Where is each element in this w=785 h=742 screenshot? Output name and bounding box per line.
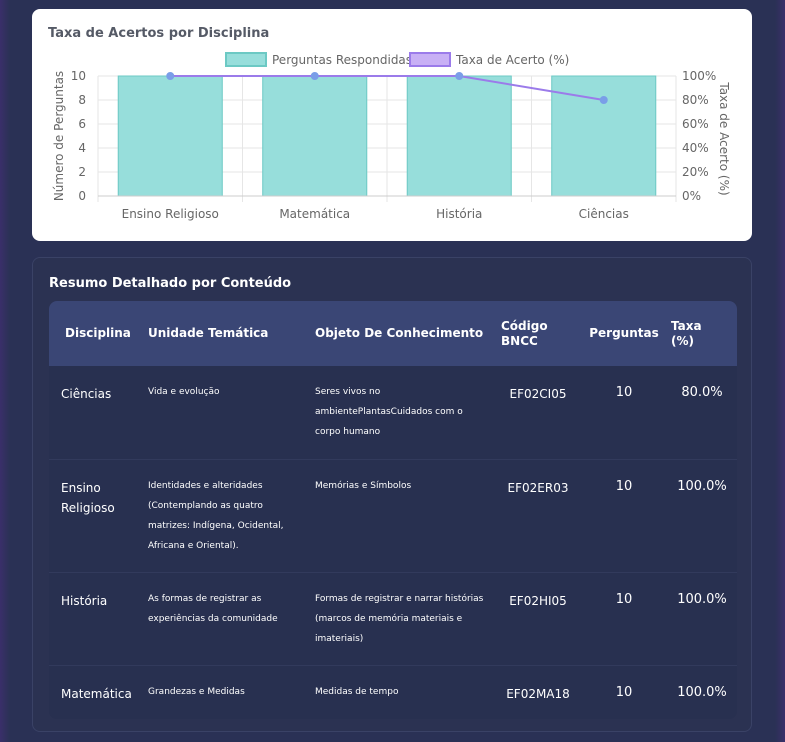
header-taxa[interactable]: Taxa (%)	[667, 301, 737, 366]
y-right-axis-title: Taxa de Acerto (%)	[717, 81, 731, 195]
header-objeto-conhecimento[interactable]: Objeto De Conhecimento	[315, 326, 484, 340]
header-taxa-line1: Taxa	[671, 318, 702, 333]
cell-codigo: EF02HI05	[495, 572, 581, 666]
x-tick-label: História	[436, 207, 482, 221]
table-row: Ensino Religioso Identidades e alteridad…	[49, 459, 737, 573]
cell-unidade: Grandezas e Medidas	[148, 686, 245, 697]
line-series	[170, 75, 604, 101]
cell-codigo: EF02ER03	[495, 459, 581, 573]
table-row: Matemática Grandezas e Medidas Medidas d…	[49, 665, 737, 719]
legend-label: Taxa de Acerto (%)	[455, 53, 569, 67]
line-point	[166, 72, 175, 80]
legend-swatch	[409, 52, 451, 67]
cell-disciplina: Ensino Religioso	[49, 459, 140, 573]
line-point	[455, 72, 464, 80]
cell-unidade: Identidades e alteridades (Contemplando …	[140, 459, 307, 573]
bar	[262, 75, 368, 197]
summary-title: Resumo Detalhado por Conteúdo	[49, 276, 292, 291]
cell-disciplina: História	[49, 572, 140, 666]
cell-disciplina: Ciências	[49, 366, 140, 460]
cell-objeto: Seres vivos no ambientePlantasCuidados c…	[307, 366, 495, 460]
cell-unidade: As formas de registrar as experiências d…	[140, 572, 307, 666]
cell-objeto: Medidas de tempo	[315, 686, 399, 697]
y-left-axis-title: Número de Perguntas	[52, 71, 66, 201]
summary-card: Resumo Detalhado por Conteúdo Disciplina…	[32, 257, 752, 732]
table-row: Ciências Vida e evolução Seres vivos no …	[49, 366, 737, 460]
summary-table-wrapper: Disciplina Unidade Temática Objeto De Co…	[49, 301, 737, 719]
cell-perguntas: 10	[581, 572, 667, 666]
cell-unidade: Vida e evolução	[140, 366, 307, 460]
header-codigo-bncc[interactable]: Código BNCC	[495, 301, 581, 366]
cell-taxa: 100.0%	[667, 459, 737, 573]
table-row: História As formas de registrar as exper…	[49, 572, 737, 666]
legend-label: Perguntas Respondidas	[272, 53, 412, 67]
header-codigo-line1: Código	[501, 318, 548, 333]
y-right-tick-label: 40%	[682, 141, 709, 155]
header-unidade-tematica[interactable]: Unidade Temática	[148, 326, 269, 340]
cell-taxa: 80.0%	[667, 366, 737, 460]
cell-perguntas: 10	[615, 684, 633, 700]
y-right-tick-label: 80%	[682, 93, 709, 107]
cell-codigo: EF02CI05	[495, 366, 581, 460]
line-point	[599, 96, 608, 104]
cell-taxa: 100.0%	[677, 684, 727, 700]
cell-disciplina: Matemática	[61, 686, 132, 701]
header-perguntas[interactable]: Perguntas	[589, 326, 659, 340]
summary-table: Disciplina Unidade Temática Objeto De Co…	[49, 301, 737, 719]
bar	[406, 75, 512, 197]
header-taxa-line2: (%)	[671, 333, 694, 348]
x-tick-label: Ciências	[579, 207, 629, 221]
bar	[117, 75, 223, 197]
y-left-tick-label: 10	[71, 69, 86, 83]
cell-taxa: 100.0%	[667, 572, 737, 666]
table-header-row: Disciplina Unidade Temática Objeto De Co…	[49, 301, 737, 366]
cell-codigo: EF02MA18	[506, 686, 570, 701]
y-right-tick-label: 60%	[682, 117, 709, 131]
y-right-tick-label: 0%	[682, 189, 701, 203]
cell-perguntas: 10	[581, 366, 667, 460]
y-left-tick-label: 0	[78, 189, 86, 203]
header-codigo-line2: BNCC	[501, 333, 538, 348]
y-left-tick-label: 2	[78, 165, 86, 179]
cell-perguntas: 10	[581, 459, 667, 573]
y-right-tick-label: 20%	[682, 165, 709, 179]
chart-title: Taxa de Acertos por Disciplina	[48, 26, 270, 41]
y-left-tick-label: 4	[78, 141, 86, 155]
cell-objeto: Formas de registrar e narrar histórias (…	[307, 572, 495, 666]
x-tick-label: Matemática	[279, 207, 350, 221]
y-left-tick-label: 6	[78, 117, 86, 131]
legend-swatch	[225, 52, 267, 67]
chart-card: Taxa de Acertos por Disciplina 0 2 4 6 8 10 0%…	[32, 9, 752, 241]
y-left-tick-label: 8	[78, 93, 86, 107]
line-point	[310, 72, 319, 80]
y-right-tick-label: 100%	[682, 69, 716, 83]
header-disciplina[interactable]: Disciplina	[65, 326, 131, 340]
cell-objeto: Memórias e Símbolos	[307, 459, 495, 573]
x-tick-label: Ensino Religioso	[122, 207, 219, 221]
